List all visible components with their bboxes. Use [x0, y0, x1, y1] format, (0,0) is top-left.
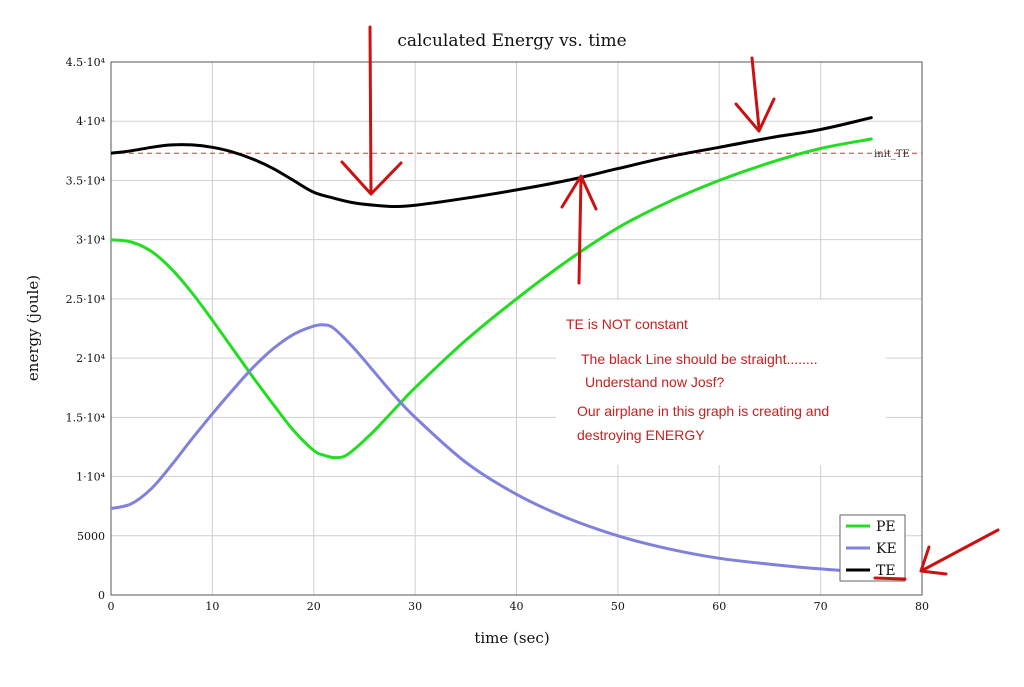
legend-label-pe: PE — [876, 519, 896, 535]
annotation-notes: TE is NOT constant The black Line should… — [556, 300, 886, 465]
y-tick-label: 2·10⁴ — [76, 352, 105, 365]
legend-label-ke: KE — [876, 541, 897, 557]
y-tick-label: 3·10⁴ — [76, 234, 105, 247]
arrow-down-te-dip — [340, 25, 403, 196]
x-tick-label: 50 — [611, 600, 625, 613]
x-tick-label: 60 — [712, 600, 726, 613]
x-tick-label: 70 — [814, 600, 828, 613]
reference-line-label: init_TE — [874, 149, 910, 160]
x-axis-label: time (sec) — [474, 629, 549, 647]
te-legend-underline — [873, 576, 907, 581]
y-tick-label: 1.5·10⁴ — [66, 411, 106, 424]
chart-title: calculated Energy vs. time — [397, 31, 626, 51]
legend-label-te: TE — [876, 563, 896, 579]
legend: PE KE TE — [839, 514, 906, 582]
y-tick-label: 3.5·10⁴ — [66, 174, 106, 187]
arrow-down-te-right — [734, 56, 776, 133]
x-tick-label: 80 — [915, 600, 929, 613]
y-tick-label: 2.5·10⁴ — [66, 293, 106, 306]
x-tick-label: 20 — [307, 600, 321, 613]
annotation-line-5: destroying ENERGY — [577, 427, 705, 443]
x-tick-label: 30 — [408, 600, 422, 613]
series-line-pe — [111, 137, 873, 460]
annotation-line-3: Understand now Josf? — [585, 374, 725, 390]
arrow-up-te — [560, 174, 598, 285]
red-arrows — [340, 25, 1000, 581]
x-axis-ticks: 0 10 20 30 40 50 60 70 80 — [108, 600, 930, 613]
annotation-line-2: The black Line should be straight.......… — [581, 351, 818, 367]
arrow-to-te-legend — [919, 528, 1000, 576]
x-tick-label: 10 — [205, 600, 219, 613]
y-axis-label: energy (joule) — [24, 275, 42, 381]
annotation-line-1: TE is NOT constant — [566, 316, 688, 332]
y-tick-label: 4·10⁴ — [76, 115, 105, 128]
annotation-background — [556, 300, 886, 465]
y-tick-label: 1·10⁴ — [76, 471, 105, 484]
y-axis-ticks: 0 5000 1·10⁴ 1.5·10⁴ 2·10⁴ 2.5·10⁴ 3·10⁴ 3.5·10… — [66, 56, 106, 602]
series-group — [111, 116, 873, 574]
y-tick-label: 0 — [98, 589, 105, 602]
series-line-ke — [111, 323, 873, 574]
x-tick-label: 40 — [510, 600, 524, 613]
series-line-te — [111, 116, 873, 209]
plot-area-frame — [110, 61, 923, 596]
y-tick-label: 4.5·10⁴ — [66, 56, 106, 69]
x-tick-label: 0 — [108, 600, 115, 613]
annotation-line-4: Our airplane in this graph is creating a… — [577, 403, 829, 419]
y-tick-label: 5000 — [77, 530, 105, 543]
